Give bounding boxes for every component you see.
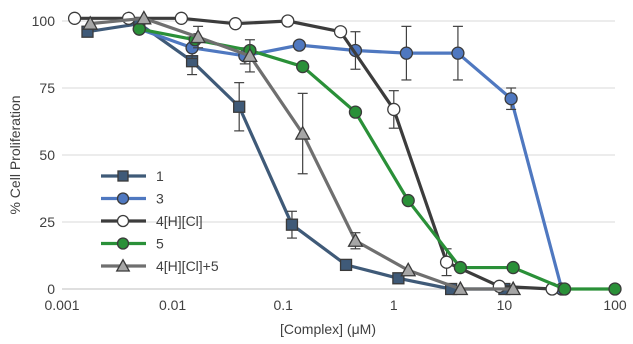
data-point (505, 280, 522, 296)
data-point (557, 282, 572, 296)
data-point (241, 47, 258, 62)
data-point (333, 25, 348, 39)
data-point (387, 102, 401, 117)
data-point (174, 11, 189, 25)
x-tick-label: 0.1 (273, 297, 293, 313)
data-point (233, 100, 246, 113)
data-point (608, 282, 622, 296)
series-3 (132, 22, 569, 296)
legend-marker (117, 170, 129, 182)
data-point (67, 11, 82, 25)
x-tick-label: 1 (390, 297, 398, 313)
legend-item: 5 (101, 236, 164, 252)
data-point (190, 28, 207, 44)
legend-label: 4[H][Cl]+5 (156, 258, 219, 274)
series-line (137, 27, 617, 291)
data-point (401, 193, 415, 208)
data-point (506, 260, 520, 275)
y-tick-label: 0 (47, 281, 55, 297)
data-point (453, 260, 468, 275)
legend-item: 4[H][Cl] (101, 213, 203, 229)
x-axis-title: [Complex] (μM) (280, 321, 376, 337)
data-point (135, 10, 152, 25)
legend-item: 1 (101, 168, 164, 184)
x-tick-label: 100 (603, 297, 627, 313)
series-line (73, 16, 554, 291)
data-point (392, 272, 405, 285)
y-axis-title: % Cell Proliferation (7, 95, 23, 214)
series-1 (81, 17, 511, 296)
data-point (228, 17, 243, 31)
x-tick-label: 0.01 (159, 297, 186, 313)
y-tick-label: 75 (39, 80, 55, 96)
axes: 0 25 50 75 100 0.001 0.01 0.1 1 10 100 (32, 13, 627, 313)
data-point (399, 46, 414, 60)
y-tick-label: 100 (32, 13, 56, 29)
data-point (285, 218, 299, 231)
series-4[H][Cl] (67, 11, 559, 296)
series-group (67, 10, 622, 296)
legend-marker (115, 258, 131, 272)
legend-marker (116, 237, 130, 250)
legend-label: 3 (156, 191, 164, 207)
x-tick-label: 10 (497, 297, 513, 313)
gridlines (62, 20, 615, 223)
data-point (451, 46, 465, 60)
x-tick-label: 0.001 (44, 297, 79, 313)
data-point (400, 262, 417, 277)
data-point (339, 258, 353, 272)
data-point (347, 232, 364, 247)
legend-marker (116, 192, 130, 205)
data-point (439, 255, 454, 269)
data-point (504, 92, 518, 106)
data-point (132, 22, 146, 36)
data-point (281, 14, 295, 28)
data-point (452, 280, 469, 296)
legend-marker (116, 214, 130, 228)
series-line (137, 27, 564, 291)
y-tick-label: 50 (39, 147, 55, 163)
data-point (294, 125, 311, 140)
y-tick-label: 25 (39, 214, 55, 230)
legend-label: 1 (156, 168, 164, 184)
legend-item: 3 (101, 191, 164, 207)
data-point (296, 59, 310, 74)
legend-item: 4[H][Cl]+5 (101, 258, 219, 274)
legend-label: 4[H][Cl] (156, 213, 203, 229)
data-point (82, 15, 99, 30)
data-point (348, 105, 363, 119)
data-point (292, 38, 307, 52)
legend: 1 3 4[H][Cl] 5 4[H][Cl]+5 (101, 168, 219, 274)
series-4[H][Cl]+5 (82, 10, 522, 296)
legend-label: 5 (156, 236, 164, 252)
